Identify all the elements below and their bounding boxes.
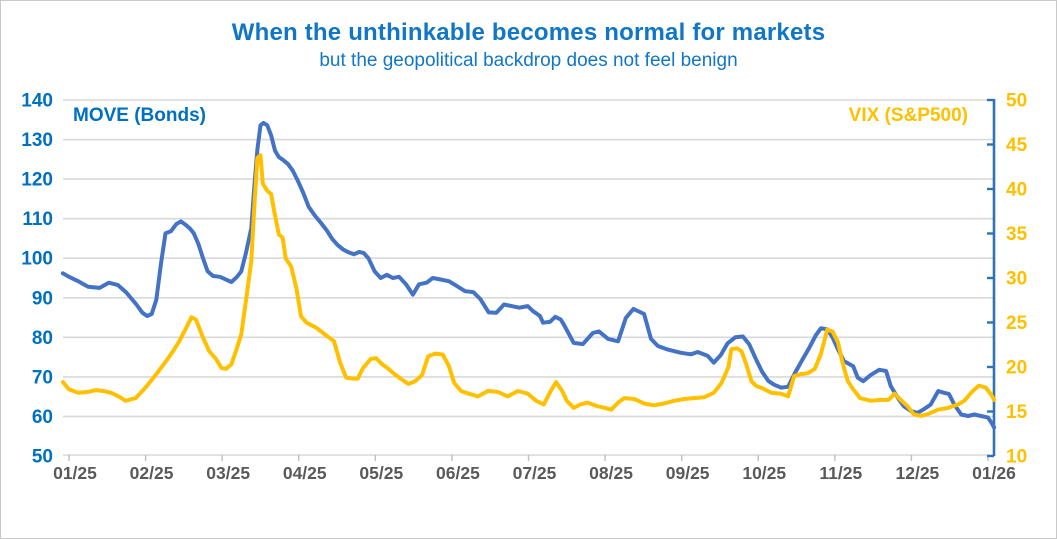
left-axis-tick-label: 140 (21, 91, 53, 112)
gridlines (63, 99, 994, 418)
x-axis-tick-label: 04/25 (283, 463, 327, 483)
right-axis-tick-label: 45 (1006, 135, 1028, 156)
right-axis-tick-label: 40 (1006, 180, 1027, 201)
x-axis-tick-label: 07/25 (513, 463, 557, 483)
right-axis-tick-label: 20 (1006, 358, 1027, 379)
left-axis-tick-label: 120 (21, 170, 53, 191)
x-axis-tick-label: 09/25 (666, 463, 710, 483)
move-series-label: MOVE (Bonds) (73, 105, 206, 126)
left-axis-tick-label: 130 (21, 130, 53, 151)
x-axis-tick-label: 06/25 (436, 463, 480, 483)
x-axis-tick-label: 05/25 (359, 463, 403, 483)
left-axis: 50 60 70 80 90 100 110 120 130 140 (21, 91, 53, 468)
left-axis-tick-label: 60 (32, 407, 53, 428)
right-axis-tick-label: 25 (1006, 313, 1028, 334)
right-axis-tick-label: 50 (1006, 91, 1027, 112)
x-axis-tick-label: 11/25 (819, 463, 862, 483)
x-axis-tick-label: 02/25 (130, 463, 174, 483)
right-axis: 10 15 20 25 30 35 40 45 50 (987, 91, 1028, 468)
left-axis-tick-label: 90 (32, 288, 53, 309)
x-axis-tick-label: 12/25 (896, 463, 940, 483)
x-axis-tick-label: 03/25 (206, 463, 250, 483)
x-axis-tick-label: 01/25 (53, 463, 97, 483)
vix-series-line (60, 153, 997, 418)
x-axis: 01/25 02/25 03/25 04/25 05/25 06/25 07/25 08/25… (53, 454, 1016, 483)
right-axis-tick-label: 15 (1006, 402, 1028, 423)
chart-title: When the unthinkable becomes normal for … (231, 19, 826, 46)
left-axis-tick-label: 50 (32, 447, 53, 468)
x-axis-tick-label: 10/25 (742, 463, 786, 483)
x-axis-tick-label: 01/26 (972, 463, 1016, 483)
left-axis-tick-label: 100 (21, 249, 53, 270)
move-series-line (60, 120, 997, 430)
right-axis-tick-label: 30 (1006, 269, 1027, 290)
x-axis-tick-label: 08/25 (589, 463, 633, 483)
right-axis-tick-label: 35 (1006, 224, 1028, 245)
chart-subtitle: but the geopolitical backdrop does not f… (319, 50, 738, 71)
right-axis-tick-label: 10 (1006, 447, 1027, 468)
left-axis-tick-label: 110 (22, 209, 53, 230)
left-axis-tick-label: 80 (32, 328, 53, 349)
left-axis-tick-label: 70 (32, 367, 53, 388)
vix-series-label: VIX (S&P500) (848, 105, 968, 126)
